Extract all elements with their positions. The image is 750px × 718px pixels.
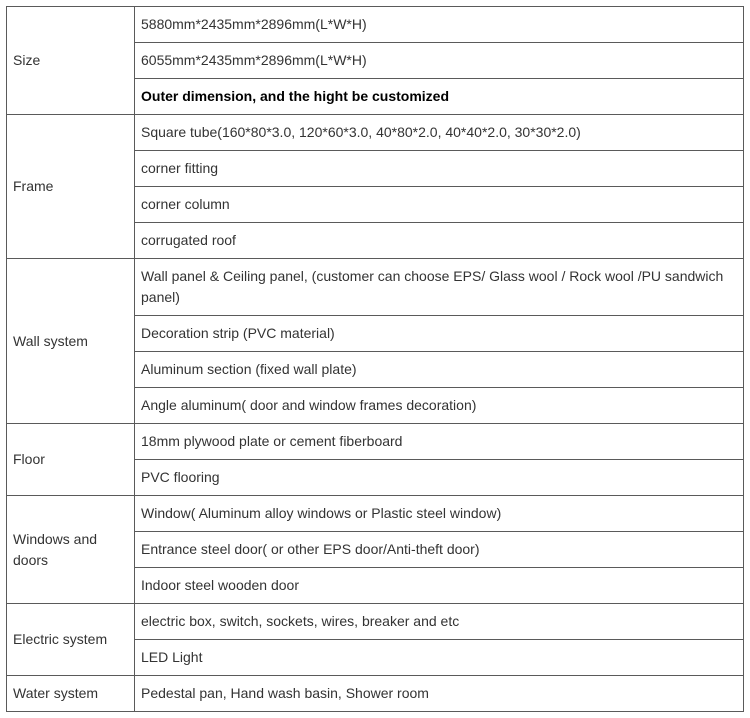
table-row: Water system Pedestal pan, Hand wash bas… — [7, 676, 744, 712]
table-row: Frame Square tube(160*80*3.0, 120*60*3.0… — [7, 115, 744, 151]
row-value: Pedestal pan, Hand wash basin, Shower ro… — [135, 676, 744, 712]
table-body: Size 5880mm*2435mm*2896mm(L*W*H) 6055mm*… — [7, 7, 744, 712]
row-value: Entrance steel door( or other EPS door/A… — [135, 532, 744, 568]
row-label: Frame — [7, 115, 135, 259]
row-value: corner column — [135, 187, 744, 223]
row-value: 6055mm*2435mm*2896mm(L*W*H) — [135, 43, 744, 79]
row-label: Water system — [7, 676, 135, 712]
row-value: Decoration strip (PVC material) — [135, 316, 744, 352]
row-value: Indoor steel wooden door — [135, 568, 744, 604]
row-value: 18mm plywood plate or cement fiberboard — [135, 424, 744, 460]
table-row: Size 5880mm*2435mm*2896mm(L*W*H) — [7, 7, 744, 43]
row-value: 5880mm*2435mm*2896mm(L*W*H) — [135, 7, 744, 43]
row-value: LED Light — [135, 640, 744, 676]
row-value: corrugated roof — [135, 223, 744, 259]
row-label: Windows and doors — [7, 496, 135, 604]
row-label: Size — [7, 7, 135, 115]
row-value: Wall panel & Ceiling panel, (customer ca… — [135, 259, 744, 316]
row-value: Window( Aluminum alloy windows or Plasti… — [135, 496, 744, 532]
row-value: Aluminum section (fixed wall plate) — [135, 352, 744, 388]
row-value: electric box, switch, sockets, wires, br… — [135, 604, 744, 640]
row-value: Angle aluminum( door and window frames d… — [135, 388, 744, 424]
table-row: Wall system Wall panel & Ceiling panel, … — [7, 259, 744, 316]
row-value: Outer dimension, and the hight be custom… — [135, 79, 744, 115]
specification-table: Size 5880mm*2435mm*2896mm(L*W*H) 6055mm*… — [6, 6, 744, 712]
table-row: Floor 18mm plywood plate or cement fiber… — [7, 424, 744, 460]
row-label: Electric system — [7, 604, 135, 676]
table-row: Electric system electric box, switch, so… — [7, 604, 744, 640]
row-label: Floor — [7, 424, 135, 496]
row-label: Wall system — [7, 259, 135, 424]
row-value: corner fitting — [135, 151, 744, 187]
row-value: PVC flooring — [135, 460, 744, 496]
row-value: Square tube(160*80*3.0, 120*60*3.0, 40*8… — [135, 115, 744, 151]
table-row: Windows and doors Window( Aluminum alloy… — [7, 496, 744, 532]
